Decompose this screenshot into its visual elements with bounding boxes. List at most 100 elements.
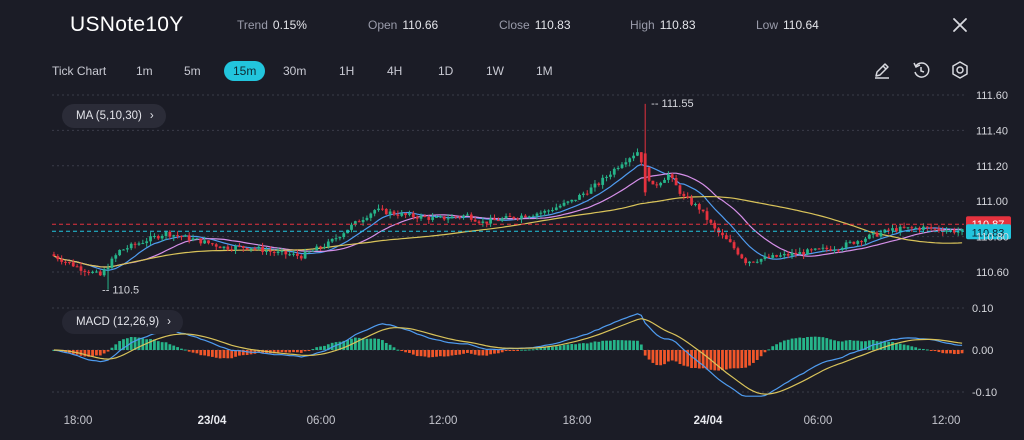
macd-histogram-bar bbox=[933, 350, 937, 352]
macd-histogram-bar bbox=[910, 346, 914, 350]
candle-body bbox=[199, 238, 203, 244]
macd-histogram-bar bbox=[276, 350, 280, 353]
stat-low: Low 110.64 bbox=[756, 18, 819, 32]
macd-histogram-bar bbox=[922, 348, 925, 350]
macd-histogram-bar bbox=[798, 337, 802, 350]
tab-4h[interactable]: 4H bbox=[387, 64, 403, 78]
candle-body bbox=[879, 232, 883, 237]
candle-body bbox=[740, 254, 744, 259]
macd-histogram-bar bbox=[280, 350, 284, 353]
candle-body bbox=[176, 235, 179, 237]
candle-body bbox=[945, 230, 949, 232]
macd-histogram-bar bbox=[663, 350, 666, 365]
macd-histogram-bar bbox=[288, 350, 292, 353]
macd-indicator-pill[interactable]: MACD (12,26,9) › bbox=[62, 310, 183, 334]
candle-body bbox=[856, 241, 860, 244]
candle-body bbox=[353, 221, 357, 225]
candle-body bbox=[860, 241, 863, 243]
price-tick-label: 110.60 bbox=[976, 267, 1009, 279]
tab-1h[interactable]: 1H bbox=[339, 64, 355, 78]
macd-histogram-bar bbox=[411, 350, 415, 355]
macd-histogram-bar bbox=[319, 346, 322, 350]
price-tick-label: 111.60 bbox=[976, 90, 1008, 102]
macd-histogram-bar bbox=[315, 347, 319, 350]
macd-histogram-bar bbox=[809, 336, 813, 350]
macd-histogram-bar bbox=[141, 338, 145, 350]
tab-1d[interactable]: 1D bbox=[438, 64, 454, 78]
ma-indicator-pill[interactable]: MA (5,10,30) › bbox=[62, 104, 166, 128]
macd-histogram-bar bbox=[860, 341, 863, 350]
candle-body bbox=[643, 153, 647, 193]
candle-body bbox=[759, 258, 763, 262]
tab-1m[interactable]: 1m bbox=[136, 64, 153, 78]
tab-tick-chart[interactable]: Tick Chart bbox=[52, 64, 107, 78]
macd-histogram-bar bbox=[902, 344, 906, 350]
macd-histogram-bar bbox=[176, 347, 179, 350]
candle-body bbox=[952, 229, 956, 233]
tab-15m[interactable]: 15m bbox=[224, 61, 266, 81]
candle-body bbox=[825, 247, 829, 250]
macd-histogram-bar bbox=[392, 347, 396, 350]
time-tick-label: 18:00 bbox=[563, 415, 592, 427]
macd-dea-line bbox=[53, 318, 963, 395]
candle-body bbox=[775, 255, 778, 257]
macd-histogram-bar bbox=[636, 340, 639, 350]
candle-body bbox=[60, 259, 64, 262]
chevron-right-icon: › bbox=[149, 110, 154, 122]
macd-histogram-bar bbox=[578, 343, 581, 350]
candlestick-series bbox=[52, 103, 964, 290]
candle-body bbox=[949, 229, 952, 231]
macd-histogram-bar bbox=[701, 350, 705, 369]
tab-1m-month[interactable]: 1M bbox=[536, 64, 553, 78]
price-tick-label: 110.80 bbox=[976, 232, 1009, 244]
macd-histogram-bar bbox=[257, 350, 261, 353]
macd-histogram-bar bbox=[180, 348, 183, 350]
macd-histogram-bar bbox=[782, 340, 786, 350]
macd-histogram-bar bbox=[408, 350, 411, 353]
candle-body bbox=[473, 219, 477, 222]
candle-body bbox=[809, 249, 813, 251]
close-button[interactable] bbox=[948, 13, 972, 37]
replay-button[interactable] bbox=[910, 59, 932, 81]
candle-body bbox=[214, 244, 218, 247]
macd-histogram-bar bbox=[740, 350, 744, 369]
candle-body bbox=[852, 241, 856, 244]
symbol-title: USNote10Y bbox=[70, 13, 184, 36]
candle-body bbox=[763, 256, 767, 259]
macd-histogram-bar bbox=[241, 350, 245, 356]
draw-tool-button[interactable] bbox=[871, 59, 893, 81]
macd-histogram-bar bbox=[83, 350, 87, 357]
macd-histogram-bar bbox=[431, 350, 435, 358]
candle-body bbox=[98, 271, 102, 276]
tab-30m[interactable]: 30m bbox=[283, 64, 307, 78]
candle-body bbox=[527, 216, 531, 218]
time-tick-label: 12:00 bbox=[932, 415, 961, 427]
macd-histogram-bar bbox=[508, 350, 512, 351]
candle-body bbox=[431, 217, 435, 220]
candle-body bbox=[539, 212, 543, 214]
candle-body bbox=[311, 250, 315, 252]
macd-histogram-bar bbox=[612, 339, 616, 350]
candle-body bbox=[821, 247, 825, 249]
macd-histogram-bar bbox=[222, 350, 226, 359]
candle-body bbox=[960, 228, 964, 232]
tab-5m[interactable]: 5m bbox=[184, 64, 201, 78]
candle-body bbox=[875, 232, 879, 237]
macd-histogram-bar bbox=[825, 338, 829, 350]
candle-body bbox=[570, 199, 574, 202]
tab-1w[interactable]: 1W bbox=[486, 64, 504, 78]
settings-icon bbox=[952, 61, 968, 79]
candle-body bbox=[500, 218, 504, 221]
candle-body bbox=[384, 209, 388, 215]
macd-histogram-bar bbox=[415, 350, 419, 357]
candle-body bbox=[195, 238, 199, 240]
candle-body bbox=[786, 253, 790, 256]
candle-body bbox=[481, 221, 485, 223]
time-tick-label: 06:00 bbox=[804, 415, 833, 427]
settings-button[interactable] bbox=[949, 59, 971, 81]
macd-histogram-bar bbox=[469, 350, 473, 354]
candle-body bbox=[307, 251, 311, 253]
macd-histogram-bar bbox=[95, 350, 98, 356]
macd-histogram-bar bbox=[821, 337, 825, 350]
